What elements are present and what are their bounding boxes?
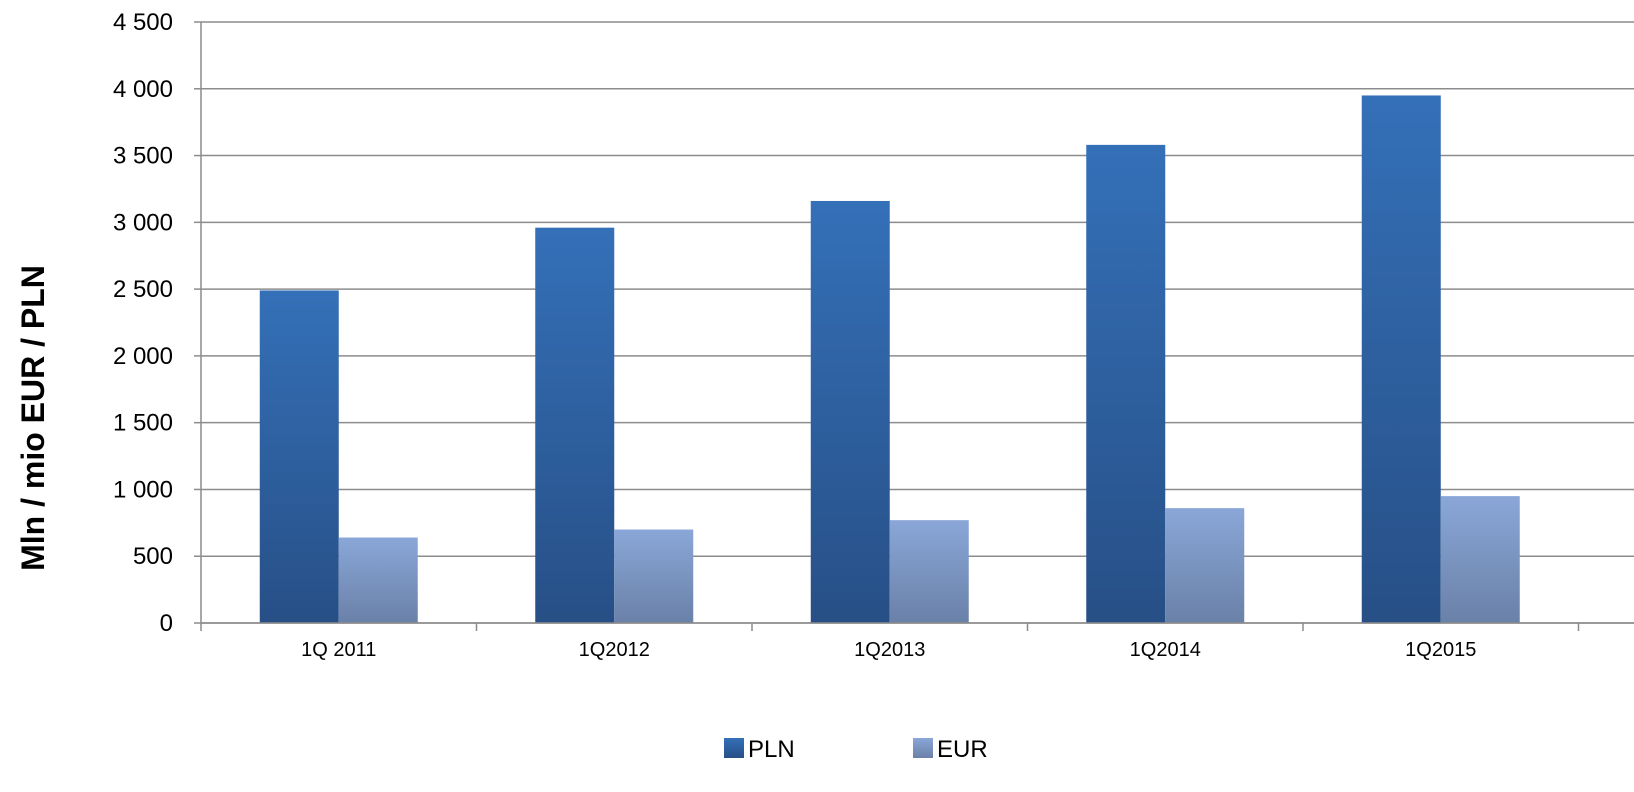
x-tick-labels: 1Q 2011 1Q2012 1Q2013 1Q2014 1Q2015 (301, 639, 1476, 661)
bar-eur (614, 529, 694, 623)
bars (259, 95, 1520, 624)
bar-eur (889, 520, 969, 623)
legend-swatch-eur (913, 738, 933, 758)
axes (200, 22, 1634, 631)
bar-pln (259, 290, 339, 623)
y-tick-label: 2 500 (113, 276, 173, 303)
y-tick-label: 3 500 (113, 143, 173, 170)
y-tick-label: 4 000 (113, 76, 173, 103)
y-axis-label: Mln / mio EUR / PLN (15, 265, 51, 571)
legend: PLN EUR (724, 736, 988, 763)
y-tick-label: 1 000 (113, 476, 173, 503)
x-tick-label: 1Q 2011 (301, 639, 376, 661)
bar-eur (1165, 508, 1245, 623)
x-tick-label: 1Q2013 (854, 639, 925, 661)
y-tick-labels: 0 500 1 000 1 500 2 000 2 500 3 000 3 500 4 000 4… (113, 9, 173, 637)
bar-pln (1361, 95, 1441, 623)
y-tick-label: 2 000 (113, 343, 173, 370)
bar-pln (1086, 144, 1166, 624)
legend-swatch-pln (724, 738, 744, 758)
bar-eur (338, 537, 418, 623)
y-tick-label: 4 500 (113, 9, 173, 36)
y-tick-label: 500 (133, 543, 173, 570)
y-tick-label: 1 500 (113, 410, 173, 437)
y-tick-label: 0 (160, 610, 173, 637)
legend-label-pln: PLN (748, 736, 795, 763)
bar-pln (535, 227, 615, 624)
bar-pln (810, 200, 890, 623)
x-tick-label: 1Q2012 (579, 639, 650, 661)
legend-label-eur: EUR (937, 736, 988, 763)
x-tick-label: 1Q2014 (1130, 639, 1201, 661)
bar-eur (1440, 496, 1520, 623)
x-tick-label: 1Q2015 (1405, 639, 1476, 661)
y-tick-label: 3 000 (113, 209, 173, 236)
